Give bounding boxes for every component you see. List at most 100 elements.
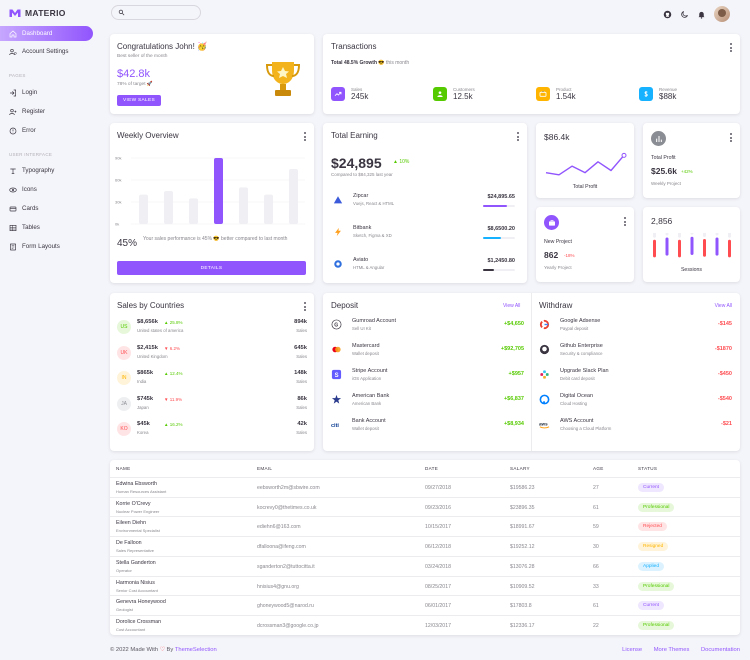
row-name: Dorolice Crossman xyxy=(116,618,162,625)
row-name: Digital Ocean xyxy=(560,393,594,399)
row-name: American Bank xyxy=(352,393,390,399)
row-desc: American Bank xyxy=(352,401,382,406)
nav-icons[interactable]: Icons xyxy=(0,182,93,197)
progress-track xyxy=(483,205,515,207)
footer-brand-link[interactable]: ThemeSelection xyxy=(174,647,217,653)
row-salary: $17803.8 xyxy=(510,603,532,610)
more-options-icon[interactable] xyxy=(729,43,732,52)
footer-made-with: © 2022 Made With xyxy=(110,647,159,653)
notification-bell-icon[interactable] xyxy=(697,10,706,19)
deposit-view-all-link[interactable]: View All xyxy=(503,303,521,309)
row-role: Nuclear Power Engineer xyxy=(116,508,160,514)
country-amount: $2,415k xyxy=(137,344,158,351)
table-row[interactable]: Dorolice Crossman Cost Accountant dcrossma… xyxy=(110,614,740,635)
nav-tables[interactable]: Tables xyxy=(0,220,93,235)
stat-product: Product 1.54k xyxy=(536,87,576,101)
nav-error[interactable]: Error xyxy=(0,123,93,138)
more-themes-link[interactable]: More Themes xyxy=(653,647,690,653)
table-row[interactable]: Genevra Honeywood Geologist ghoneywood5@na… xyxy=(110,595,740,615)
row-email: dfalloona@ifeng.com xyxy=(257,544,306,551)
github-icon[interactable] xyxy=(663,10,672,19)
table-row[interactable]: Edwina Ebsworth Human Resources Assistant… xyxy=(110,477,740,497)
row-desc: iOS Application xyxy=(352,376,382,381)
license-link[interactable]: License xyxy=(622,647,643,653)
profit-label: Total Profit xyxy=(572,184,598,190)
table-row[interactable]: Korrie O'Crevy Nuclear Power Engineer kocr… xyxy=(110,496,740,517)
details-button[interactable]: DETAILS xyxy=(117,261,306,275)
nav-typography[interactable]: Typography xyxy=(0,163,93,178)
view-sales-button[interactable]: VIEW SALES xyxy=(117,95,161,106)
change-value: 25.8% xyxy=(169,320,183,325)
nav-label: Icons xyxy=(22,186,37,193)
dark-mode-icon[interactable] xyxy=(680,10,689,19)
weekly-bar xyxy=(189,198,198,224)
weekly-bar xyxy=(289,169,298,224)
users-table-card: NAME EMAIL DATE SALARY AGE STATUS Edwina… xyxy=(110,460,740,635)
session-bar-bg xyxy=(678,233,681,238)
session-bar-bg xyxy=(665,233,669,236)
withdraw-view-all-link[interactable]: View All xyxy=(714,303,732,309)
weekly-bar xyxy=(164,191,173,224)
american-bank-icon xyxy=(331,394,342,404)
more-options-icon[interactable] xyxy=(729,133,732,142)
nav-cards[interactable]: Cards xyxy=(0,201,93,216)
brand[interactable]: MATERIO xyxy=(9,7,66,19)
search-input[interactable] xyxy=(111,5,201,20)
session-bar xyxy=(690,236,694,255)
session-bar-bg xyxy=(728,233,731,238)
deposit-row: G Gumroad Account Sell UI Kit +$4,650 xyxy=(331,318,524,338)
country-row: UK $2,415k ▼ 6.2% United Kingdom 645k Sales xyxy=(117,343,307,365)
y-tick-label: 90k xyxy=(115,156,121,161)
row-amount: -$145 xyxy=(717,321,732,327)
change-value: 6.2% xyxy=(169,345,180,351)
item-amount: $1,2450.80 xyxy=(487,258,515,264)
congrats-target: 78% of target 🚀 xyxy=(117,82,153,87)
nav-dashboard[interactable]: Dashboard xyxy=(0,26,93,41)
session-bar xyxy=(653,239,656,258)
user-avatar[interactable] xyxy=(714,6,730,22)
status-cell: Professional xyxy=(638,620,675,630)
nav-label: Cards xyxy=(22,205,39,212)
weekly-bar xyxy=(239,187,248,224)
row-name: Stella Ganderton xyxy=(116,559,156,566)
row-desc: Wallet deposit xyxy=(352,426,379,431)
table-row[interactable]: Harmonia Nisius Senior Cost Accountant hni… xyxy=(110,575,740,596)
status-badge: Current xyxy=(638,601,664,611)
row-desc: Sell UI Kit xyxy=(352,326,371,331)
documentation-link[interactable]: Documentation xyxy=(701,647,740,653)
register-icon xyxy=(9,108,17,115)
poll-icon xyxy=(651,131,666,146)
session-bar-bg xyxy=(690,233,694,235)
nav-form-layouts[interactable]: Form Layouts xyxy=(0,239,93,254)
country-row: US $8,656k ▲ 25.8% United states of america… xyxy=(117,317,307,339)
table-row[interactable]: Stella Ganderton Operator sganderton2@tutt… xyxy=(110,555,740,576)
trophy-icon xyxy=(266,62,300,96)
table-row[interactable]: De Falloon Sales Representative dfalloona@… xyxy=(110,536,740,556)
stat-label: Sales xyxy=(351,87,363,92)
user-icon xyxy=(433,87,447,101)
row-name: De Falloon xyxy=(116,540,142,547)
country-avatar: US xyxy=(117,320,131,334)
sales-label: Sales xyxy=(296,430,307,435)
row-age: 33 xyxy=(593,583,599,590)
weekly-title: Weekly Overview xyxy=(117,131,179,140)
progress-fill xyxy=(483,205,507,207)
profit-end-point xyxy=(621,152,627,158)
country-amount: $865k xyxy=(137,370,154,376)
more-options-icon[interactable] xyxy=(303,302,306,311)
row-email: hnisius4@gnu.org xyxy=(257,583,299,590)
stat-value: 12.5k xyxy=(453,92,473,101)
nav-account-settings[interactable]: Account Settings xyxy=(0,44,93,59)
status-cell: Professional xyxy=(638,581,675,591)
nav-login[interactable]: Login xyxy=(0,85,93,100)
status-badge: Resigned xyxy=(638,542,669,552)
deposit-row: S Stripe Account iOS Application +$957 xyxy=(331,368,524,388)
more-options-icon[interactable] xyxy=(516,132,519,141)
more-options-icon[interactable] xyxy=(623,217,626,226)
table-row[interactable]: Eileen Diehn Environmental Specialist edie… xyxy=(110,516,740,536)
y-tick-label: 0k xyxy=(115,222,119,227)
profit-line xyxy=(545,154,625,176)
row-desc: Cloud Hosting xyxy=(560,401,587,406)
more-options-icon[interactable] xyxy=(303,132,306,141)
nav-register[interactable]: Register xyxy=(0,104,93,119)
